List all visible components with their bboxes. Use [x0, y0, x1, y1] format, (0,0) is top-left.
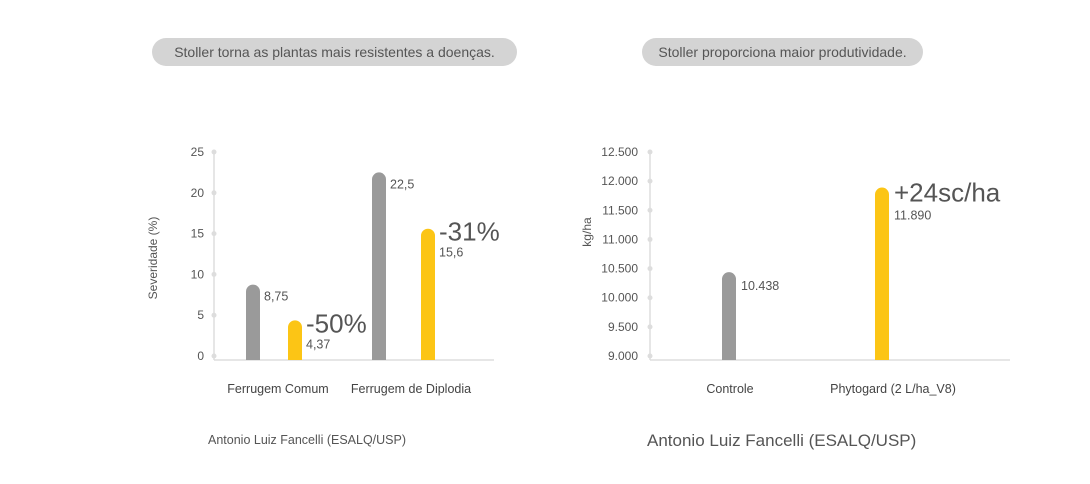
- left-bar-value-label: 22,5: [390, 177, 414, 191]
- left-source-note: Antonio Luiz Fancelli (ESALQ/USP): [208, 433, 407, 447]
- left-y-tick-dot: [211, 312, 217, 318]
- left-y-tick-dot: [211, 231, 217, 237]
- right-y-tick-dot: [647, 207, 653, 213]
- right-y-tick-label: 12.500: [601, 145, 638, 159]
- left-bar: [288, 320, 302, 360]
- left-reduction-annotation: -50%: [306, 308, 367, 338]
- left-y-tick-dot: [211, 190, 217, 196]
- left-bar: [372, 172, 386, 360]
- right-y-tick-label: 9.500: [608, 320, 638, 334]
- right-category-label: Controle: [706, 382, 753, 396]
- left-y-tick-label: 15: [191, 227, 205, 241]
- right-y-tick-label: 9.000: [608, 349, 638, 363]
- left-category-label: Ferrugem Comum: [227, 382, 328, 396]
- right-y-tick-dot: [647, 149, 653, 155]
- right-y-tick-label: 10.500: [601, 262, 638, 276]
- left-y-tick-label: 10: [191, 267, 205, 281]
- left-y-tick-label: 25: [191, 145, 205, 159]
- left-y-tick-label: 20: [191, 186, 205, 200]
- left-bar-value-label: 4,37: [306, 337, 330, 351]
- left-category-label: Ferrugem de Diplodia: [351, 382, 471, 396]
- left-y-tick-dot: [211, 271, 217, 277]
- left-bar-value-label: 8,75: [264, 290, 288, 304]
- right-y-tick-dot: [647, 324, 653, 330]
- right-bar-value-label: 11.890: [894, 209, 931, 223]
- left-y-tick-label: 5: [197, 308, 204, 322]
- right-category-label: Phytogard (2 L/ha_V8): [830, 382, 956, 396]
- left-reduction-annotation: -31%: [439, 217, 500, 247]
- right-header-pill: Stoller proporciona maior produtividade.: [642, 38, 923, 66]
- left-bar-value-label: 15,6: [439, 246, 463, 260]
- right-bar: [875, 187, 889, 360]
- right-y-tick-dot: [647, 295, 653, 301]
- left-y-tick-dot: [211, 149, 217, 155]
- right-bar-value-label: 10.438: [741, 279, 779, 293]
- right-y-axis-label: kg/ha: [580, 217, 594, 247]
- left-y-tick-dot: [211, 353, 217, 359]
- right-source-note: Antonio Luiz Fancelli (ESALQ/USP): [647, 431, 917, 450]
- right-y-tick-dot: [647, 266, 653, 272]
- right-y-tick-label: 10.000: [601, 291, 638, 305]
- left-y-tick-label: 0: [197, 349, 204, 363]
- right-gain-annotation: +24sc/ha: [894, 178, 1001, 208]
- right-y-tick-dot: [647, 353, 653, 359]
- left-header-pill: Stoller torna as plantas mais resistente…: [152, 38, 517, 66]
- right-bar: [722, 272, 736, 360]
- right-y-tick-dot: [647, 178, 653, 184]
- left-bar: [421, 228, 435, 360]
- left-bar: [246, 284, 260, 360]
- right-y-tick-label: 12.000: [601, 174, 638, 188]
- right-y-tick-label: 11.500: [602, 203, 638, 217]
- right-y-tick-label: 11.000: [602, 232, 638, 246]
- left-y-axis-label: Severidade (%): [146, 217, 160, 300]
- right-y-tick-dot: [647, 236, 653, 242]
